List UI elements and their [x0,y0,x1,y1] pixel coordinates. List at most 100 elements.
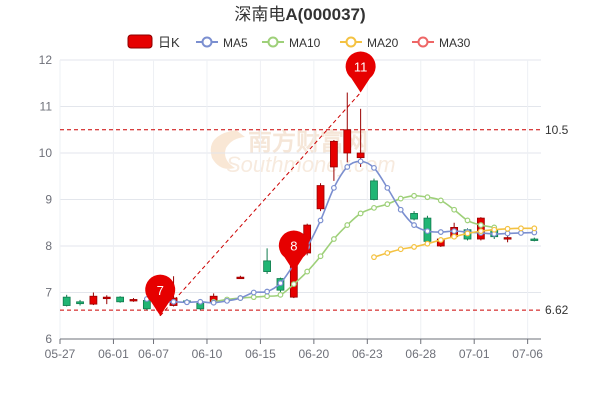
legend-item: MA30 [412,36,471,50]
ma20-point [371,254,377,261]
ma10-point [317,253,324,260]
ma20-point [491,226,498,233]
ma10-point [344,222,351,228]
ma5-point [397,206,404,213]
ma5-point [277,280,284,287]
ma5-point [237,295,244,301]
chart-title-name: 深南电 [234,5,285,24]
x-tick-label: 06-23 [352,347,383,361]
ma5-point [357,158,364,165]
ma20-point [451,233,458,240]
ma20-point [424,240,431,247]
ma10-line [213,194,495,303]
candle [236,275,245,280]
candle [102,295,111,305]
chart-title-code: A(000037) [285,5,365,24]
marker-pin: 7 [145,274,176,316]
ma10-point [397,195,404,202]
ma20-point [411,244,417,250]
moving-average-lines [143,158,538,306]
x-tick-label: 06-07 [138,347,169,361]
ma10-point [250,294,257,301]
watermark-logo-icon [210,130,245,169]
ma5-point [437,229,444,235]
candle [316,183,325,212]
ma10-point [304,268,311,275]
ma20-point [518,225,524,232]
legend-label: MA5 [223,36,248,50]
marker-label: 8 [290,239,297,254]
x-tick-label: 06-28 [405,347,436,361]
marker-pin-shape [345,51,376,93]
ma20-point [504,225,511,232]
legend-item: 日K [127,34,180,50]
ma20-point [464,230,471,237]
ma10-point [477,222,484,228]
ma5-point [384,184,391,191]
y-tick-label: 8 [45,239,52,253]
ma10-point [451,206,458,213]
candle [356,108,365,167]
candle [530,237,539,242]
ma5-point [411,222,417,228]
legend-marker-swatch [345,36,357,48]
ma5-point [184,299,190,306]
chart-legend: 日K MA5 MA10 MA20 MA30 [127,34,471,50]
candle-body [263,260,271,272]
ma20-series [371,225,538,261]
marker-pin-shape [145,274,176,316]
ma10-point [437,197,444,204]
legend-label: MA20 [367,36,399,50]
x-tick-label: 05-27 [45,347,76,361]
ma10-point [411,192,417,199]
chart-title: 深南电A(000037) [234,5,365,24]
ma20-point [477,228,484,235]
candle [263,248,271,274]
candle [62,294,71,307]
ma5-point [170,298,177,305]
ma5-point [518,230,524,236]
candle-body [410,213,418,220]
candle [129,298,138,302]
legend-item: MA5 [196,36,248,50]
marker-pin: 8 [278,230,309,272]
candle-body [76,301,84,305]
y-tick-label: 12 [39,53,53,67]
ma5-point [424,228,431,235]
legend-item: MA20 [340,36,399,50]
candle [370,178,378,201]
ma10-point [384,201,391,208]
ma10-point [424,194,431,201]
candle [76,299,84,306]
trend-line [159,92,361,317]
ma5-point [317,217,324,224]
ma10-point [357,210,364,217]
candles [62,92,539,316]
candle-body [330,140,338,168]
reference-label: 6.62 [545,303,569,317]
ma10-point [464,217,471,224]
ma10-point [371,204,377,211]
candle-body [89,295,98,305]
reference-lines: 10.5 6.62 [60,123,569,317]
candle [89,292,98,306]
ma5-point [504,230,511,237]
x-tick-label: 06-15 [245,347,276,361]
chart-grid [59,59,541,340]
ma10-point [277,291,284,298]
x-tick-label: 06-01 [98,347,129,361]
marker-pin-shape [278,230,309,272]
y-tick-label: 7 [45,286,52,300]
candle [330,139,338,181]
candle-body [236,276,245,280]
y-tick-label: 6 [45,332,52,346]
x-tick-label: 06-10 [192,347,223,361]
x-tick-label: 07-01 [459,347,490,361]
candle-body [102,296,111,300]
ma5-point [224,297,230,304]
candle-body [356,152,365,159]
legend-item: MA10 [262,36,321,50]
candle-body [343,129,352,154]
